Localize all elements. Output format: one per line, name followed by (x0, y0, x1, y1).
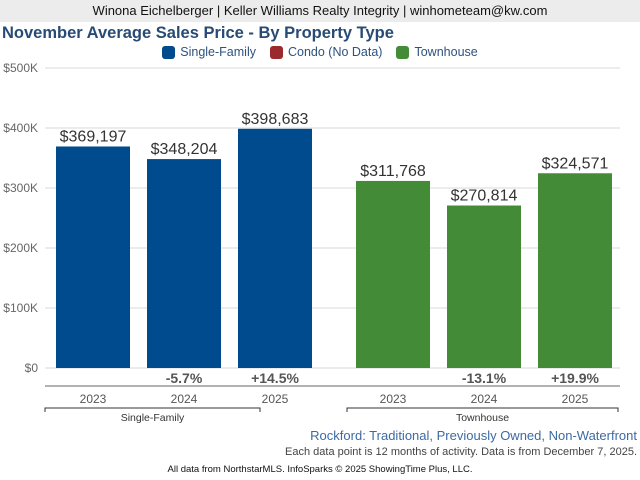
legend-swatch-single-family (162, 45, 176, 59)
bar-townhouse-2023 (356, 180, 430, 368)
legend-label: Condo (No Data) (287, 45, 383, 59)
pct-change-label: -13.1% (462, 370, 507, 386)
data-label: $398,683 (242, 111, 309, 128)
pct-change-label: -5.7% (166, 370, 203, 386)
data-label: $270,814 (451, 188, 518, 205)
x-tick-label: 2025 (562, 392, 589, 406)
pct-change-label: +14.5% (251, 370, 299, 386)
legend-label: Townhouse (414, 45, 478, 59)
legend-swatch-condo (269, 45, 283, 59)
group-label: Single-Family (121, 412, 185, 424)
legend-label: Single-Family (180, 45, 256, 59)
x-tick-label: 2025 (262, 392, 289, 406)
legend: Single-Family Condo (No Data) Townhouse (0, 45, 640, 59)
data-label: $348,204 (151, 141, 218, 158)
legend-swatch-townhouse (396, 45, 410, 59)
data-label: $311,768 (360, 163, 426, 180)
y-tick-label: $400K (3, 121, 38, 135)
y-tick-label: $200K (3, 241, 38, 255)
y-tick-label: $500K (3, 61, 38, 75)
legend-item-condo[interactable]: Condo (No Data) (269, 45, 383, 59)
y-tick-label: $0 (25, 361, 39, 375)
legend-item-single-family[interactable]: Single-Family (162, 45, 256, 59)
group-label: Townhouse (456, 412, 509, 424)
bar-townhouse-2025 (538, 173, 612, 368)
group-bracket (346, 407, 619, 412)
bar-single-family-2023 (56, 146, 130, 368)
bar-single-family-2024 (147, 159, 221, 368)
data-label: $369,197 (60, 128, 127, 145)
y-tick-label: $300K (3, 181, 38, 195)
group-bracket (44, 407, 261, 412)
y-tick-label: $100K (3, 301, 38, 315)
x-tick-label: 2024 (471, 392, 498, 406)
agent-header: Winona Eichelberger | Keller Williams Re… (0, 0, 640, 22)
legend-item-townhouse[interactable]: Townhouse (396, 45, 478, 59)
x-tick-label: 2023 (80, 392, 107, 406)
bar-townhouse-2024 (447, 205, 521, 368)
pct-change-label: +19.9% (551, 370, 599, 386)
x-tick-label: 2024 (171, 392, 198, 406)
x-tick-label: 2023 (380, 392, 407, 406)
bar-single-family-2025 (238, 128, 312, 368)
chart-title: November Average Sales Price - By Proper… (2, 24, 394, 42)
data-label: $324,571 (542, 155, 609, 172)
